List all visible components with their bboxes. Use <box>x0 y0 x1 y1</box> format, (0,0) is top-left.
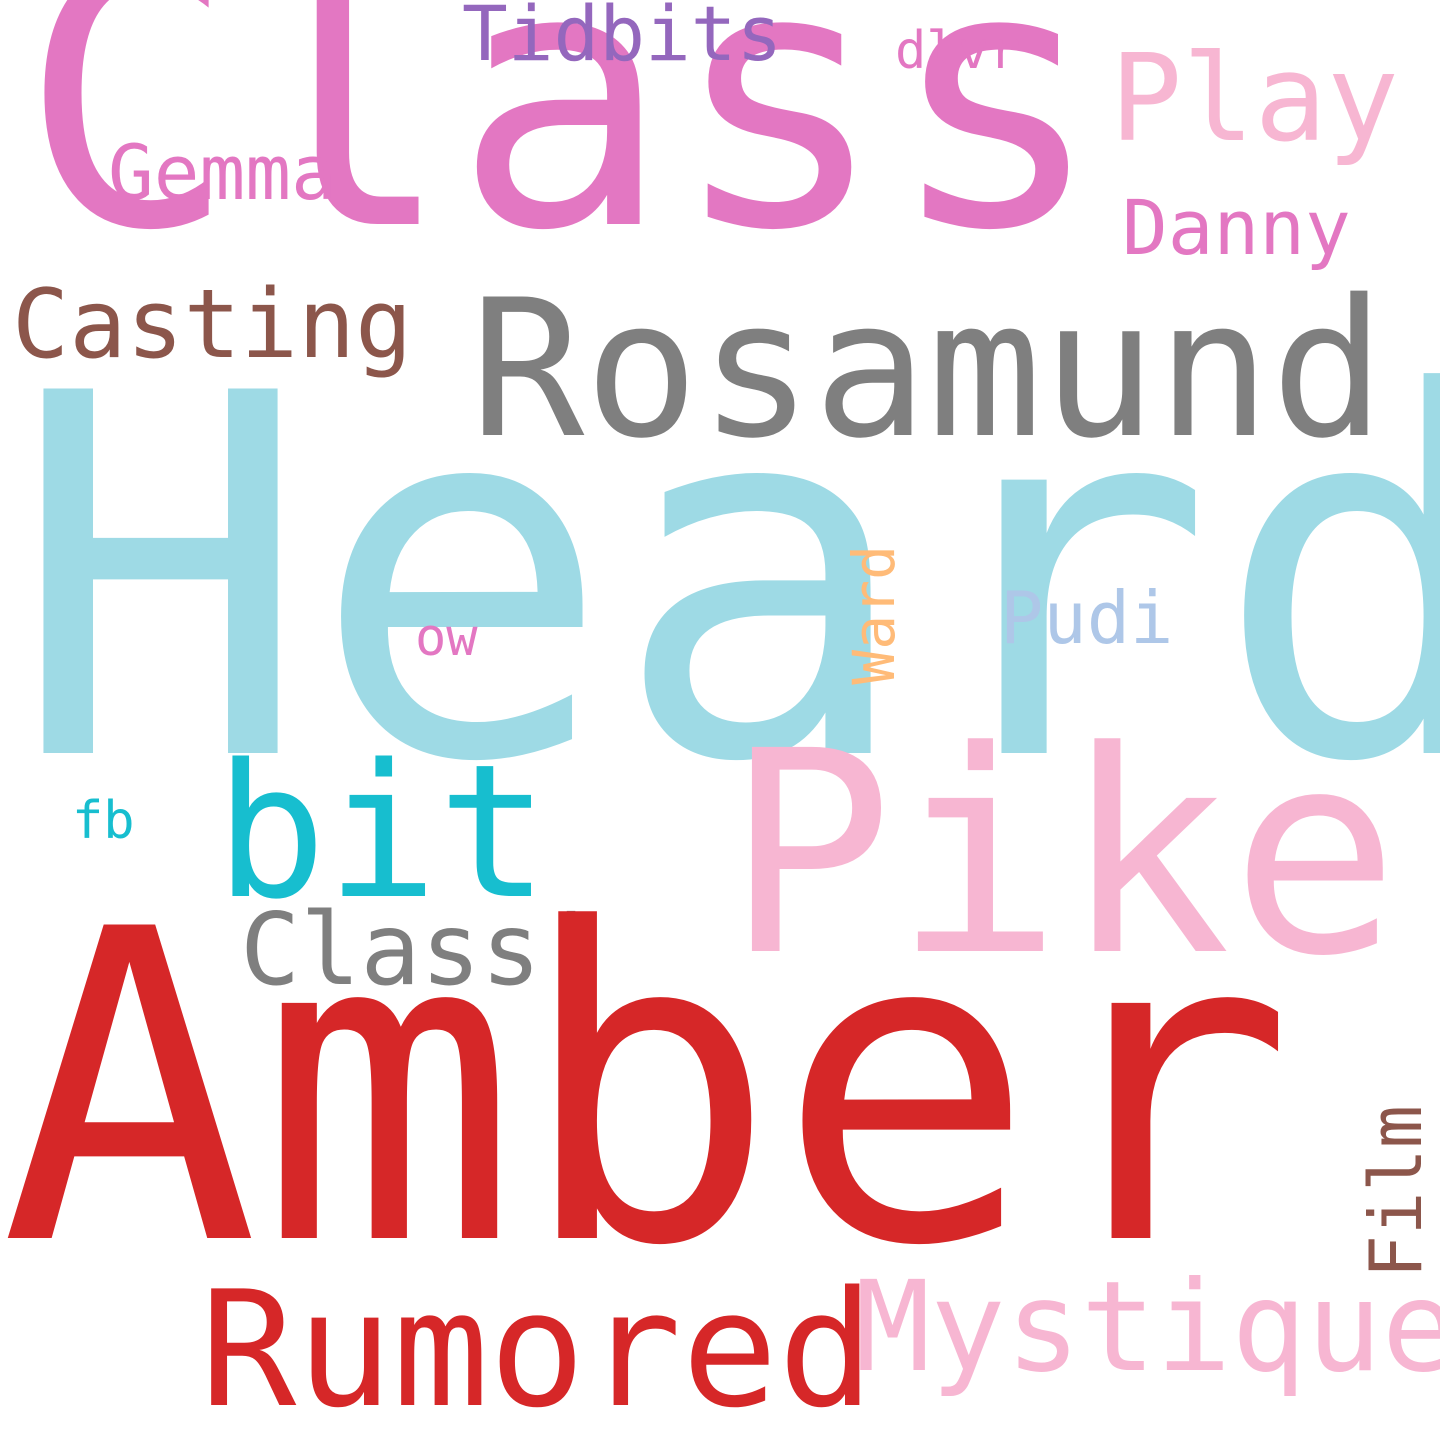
word-pudi: Pudi <box>1000 576 1174 660</box>
word-ward: Ward <box>840 545 908 685</box>
word-gemma: Gemma <box>108 128 337 217</box>
word-film: Film <box>1354 1105 1438 1279</box>
word-dlvr: dlvr <box>895 21 1021 81</box>
word-casting: Casting <box>12 270 413 380</box>
word-mystique: Mystique <box>855 1255 1440 1400</box>
word-bit: bit <box>215 724 550 940</box>
word-tidbits: Tidbits <box>462 0 783 78</box>
word-fb: fb <box>72 791 135 851</box>
word-class-quote: Class' <box>240 891 602 1008</box>
word-play: Play <box>1110 30 1399 169</box>
word-class: Class <box>20 0 1104 309</box>
word-pike: Pike <box>725 692 1400 1018</box>
word-rumored: Rumored <box>200 1256 875 1443</box>
word-ow: ow <box>415 608 478 668</box>
word-amber: Amber <box>0 840 1295 1340</box>
word-rosamund: Rosamund <box>470 259 1386 480</box>
word-heard: Heard <box>10 289 1440 871</box>
word-danny: Danny <box>1122 183 1351 272</box>
